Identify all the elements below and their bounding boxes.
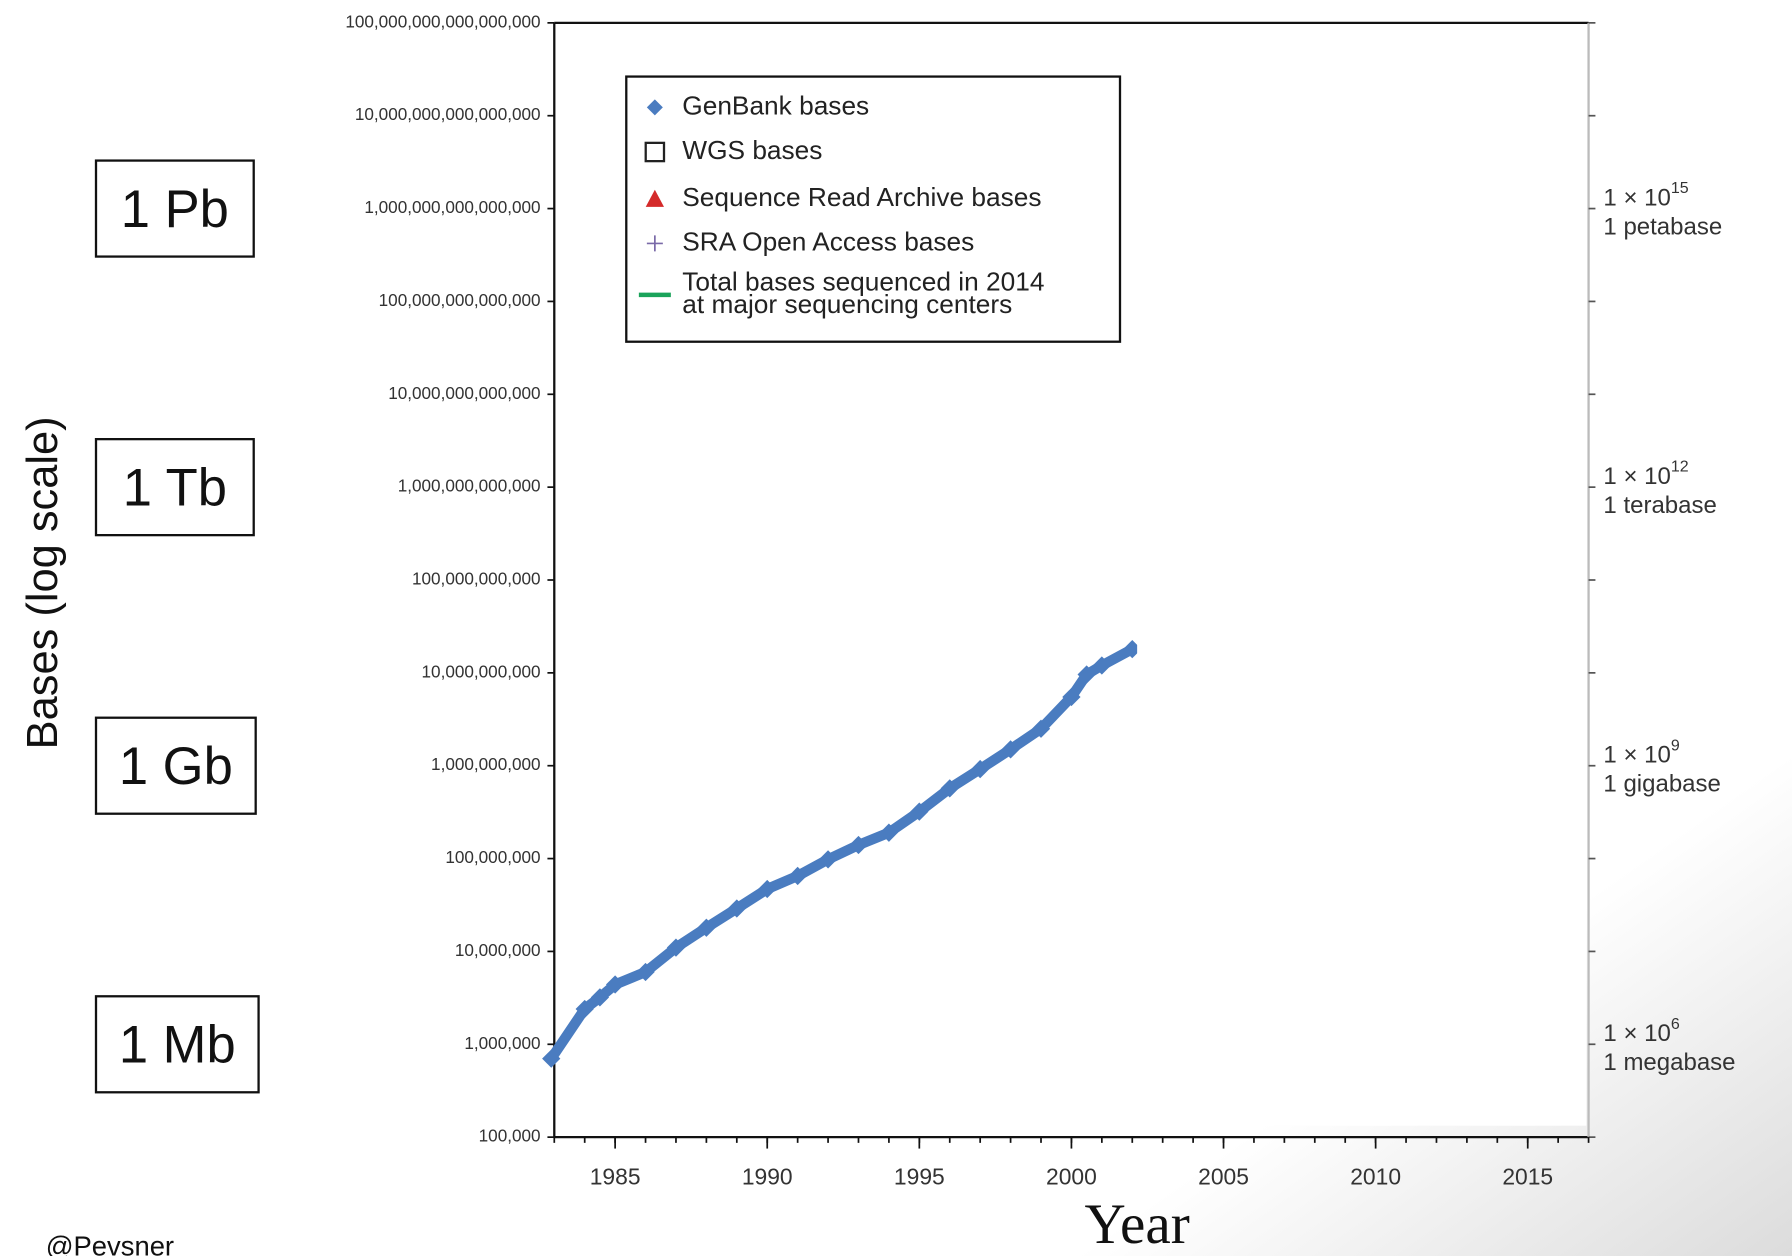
y-tick-label: 10,000,000,000 bbox=[422, 661, 541, 681]
scale-note: 1 × 1015 bbox=[1603, 180, 1688, 211]
data-point bbox=[818, 850, 838, 869]
data-point bbox=[940, 779, 959, 798]
y-tick-label: 1,000,000,000 bbox=[431, 754, 541, 774]
legend-marker bbox=[645, 189, 664, 207]
scale-note-base: 1 × 10 bbox=[1603, 742, 1670, 769]
unit-box-label: 1 Mb bbox=[119, 1016, 236, 1075]
x-tick-label: 1990 bbox=[742, 1163, 793, 1189]
x-tick-label: 1995 bbox=[894, 1163, 945, 1189]
y-tick-label: 1,000,000,000,000 bbox=[398, 476, 541, 496]
unit-box bbox=[94, 995, 260, 1094]
y-tick-label: 10,000,000,000,000 bbox=[388, 383, 540, 403]
scale-note-exponent: 15 bbox=[1671, 180, 1689, 197]
scale-note-base: 1 × 10 bbox=[1603, 1020, 1670, 1047]
legend: GenBank bases WGS bases Sequence Read Arch… bbox=[625, 75, 1122, 343]
unit-box bbox=[94, 159, 255, 258]
scale-note-name: 1 gigabase bbox=[1603, 770, 1720, 797]
unit-box bbox=[94, 716, 257, 815]
y-tick-label: 100,000,000,000,000,000 bbox=[345, 11, 540, 31]
scale-note-exponent: 6 bbox=[1671, 1016, 1680, 1033]
scale-note: 1 × 109 bbox=[1603, 738, 1679, 769]
scale-note-exponent: 12 bbox=[1671, 459, 1689, 476]
unit-box-label: 1 Gb bbox=[119, 737, 233, 796]
x-tick-label: 2015 bbox=[1502, 1163, 1553, 1189]
y-tick-label: 10,000,000,000,000,000 bbox=[355, 104, 541, 124]
series-band bbox=[546, 644, 1135, 1062]
legend-box bbox=[625, 75, 1122, 343]
legend-label: WGS bases bbox=[682, 135, 822, 165]
data-point bbox=[666, 938, 686, 957]
data-point bbox=[788, 866, 807, 886]
legend-label: SRA Open Access bases bbox=[682, 226, 974, 256]
x-tick-label: 2000 bbox=[1046, 1163, 1097, 1189]
scale-note-base: 1 × 10 bbox=[1603, 185, 1670, 212]
data-point bbox=[879, 823, 899, 842]
y-tick-label: 100,000,000 bbox=[445, 847, 540, 867]
cover bbox=[1137, 25, 1587, 1126]
scale-note-name: 1 megabase bbox=[1603, 1049, 1735, 1076]
y-tick-label: 100,000,000,000 bbox=[412, 569, 541, 589]
scale-note-name: 1 petabase bbox=[1603, 213, 1722, 240]
y-tick-label: 1,000,000 bbox=[464, 1033, 540, 1053]
data-point bbox=[1077, 665, 1096, 684]
x-tick-label: 2005 bbox=[1198, 1163, 1249, 1189]
unit-box-label: 1 Pb bbox=[121, 180, 229, 239]
unit-box-label: 1 Tb bbox=[123, 459, 227, 518]
legend-marker bbox=[646, 235, 663, 252]
scale-note: 1 × 106 bbox=[1603, 1016, 1679, 1047]
unit-box bbox=[94, 437, 255, 537]
scale-note-base: 1 × 10 bbox=[1603, 463, 1670, 490]
data-point bbox=[910, 802, 929, 821]
legend-label: Sequence Read Archive bases bbox=[682, 182, 1041, 212]
data-point bbox=[1001, 740, 1020, 759]
y-tick-label: 100,000,000,000,000 bbox=[379, 290, 541, 310]
legend-label: Total bases sequenced in 2014 bbox=[682, 266, 1044, 296]
legend-marker bbox=[646, 99, 663, 116]
legend-marker bbox=[644, 141, 666, 163]
data-point bbox=[1092, 656, 1111, 675]
legend-label: at major sequencing centers bbox=[682, 289, 1012, 319]
scale-note-name: 1 terabase bbox=[1603, 492, 1716, 519]
y-axis-label: Bases (log scale) bbox=[19, 416, 67, 749]
x-tick-label: 1985 bbox=[590, 1163, 641, 1189]
legend-label: GenBank bases bbox=[682, 90, 869, 120]
y-tick-label: 1,000,000,000,000,000 bbox=[364, 197, 540, 217]
scale-note: 1 × 1012 bbox=[1603, 459, 1688, 490]
y-tick-label: 10,000,000 bbox=[455, 940, 541, 960]
x-axis-label: Year bbox=[1085, 1193, 1190, 1256]
data-point bbox=[1062, 687, 1081, 707]
x-tick-label: 2010 bbox=[1350, 1163, 1401, 1189]
scale-note-exponent: 9 bbox=[1671, 738, 1680, 755]
data-point bbox=[636, 962, 655, 982]
credit: @Pevsner bbox=[46, 1230, 174, 1256]
y-tick-label: 100,000 bbox=[479, 1126, 541, 1146]
